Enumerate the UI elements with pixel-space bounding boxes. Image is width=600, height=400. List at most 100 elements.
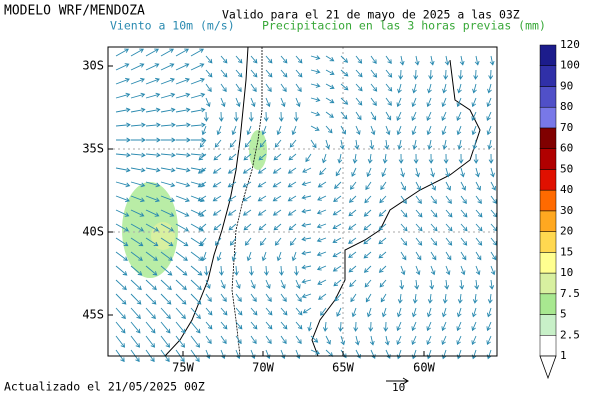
wind-arrow	[205, 69, 213, 78]
wind-arrow	[301, 222, 312, 228]
wind-arrow	[458, 153, 464, 164]
wind-arrow	[443, 153, 449, 164]
wind-arrow	[426, 335, 432, 346]
wind-arrow	[472, 139, 478, 150]
wind-arrow	[131, 137, 146, 143]
wind-arrow	[364, 195, 372, 204]
wind-arrow	[115, 122, 131, 128]
wind-arrow	[325, 139, 331, 150]
wind-arrow	[130, 209, 145, 217]
wind-arrow	[235, 83, 242, 93]
wind-arrow	[130, 265, 143, 276]
wind-arrow	[471, 321, 477, 332]
wind-arrow	[355, 125, 361, 136]
wind-arrow	[475, 251, 482, 261]
wind-arrow	[415, 237, 423, 246]
wind-arrow	[265, 55, 273, 64]
wind-arrow	[190, 307, 201, 320]
wind-arrow	[471, 335, 477, 346]
wind-arrow	[325, 55, 335, 62]
wind-arrow	[242, 209, 252, 216]
wind-arrow	[325, 335, 331, 345]
wind-arrow	[365, 181, 372, 191]
wind-arrow	[332, 251, 342, 258]
wind-arrow	[145, 63, 160, 71]
wind-arrow	[205, 293, 212, 303]
wind-arrow	[378, 209, 387, 217]
wind-arrow	[363, 265, 372, 273]
wind-arrow	[145, 335, 156, 348]
title: MODELO WRF/MENDOZA	[4, 4, 145, 19]
colorbar-label: 100	[560, 59, 580, 72]
wind-arrow	[460, 195, 467, 204]
wind-arrow	[212, 181, 222, 188]
wind-arrow	[456, 321, 462, 332]
wind-arrow	[490, 181, 496, 191]
wind-arrow	[415, 167, 420, 178]
wind-arrow	[295, 55, 303, 64]
wind-arrow	[175, 237, 189, 247]
wind-arrow	[379, 279, 387, 288]
wind-arrow	[349, 279, 357, 288]
colorbar-segment	[539, 106, 557, 129]
wind-arrow	[397, 293, 403, 304]
wind-arrow	[213, 223, 222, 231]
wind-arrow	[272, 209, 282, 216]
wind-arrow	[160, 293, 172, 305]
wind-arrow	[295, 69, 303, 78]
wind-arrow	[288, 153, 297, 161]
wind-arrow	[427, 83, 432, 94]
wind-arrow	[220, 97, 226, 108]
wind-arrow	[301, 181, 312, 187]
wind-arrow	[261, 251, 267, 262]
wind-arrow	[396, 97, 402, 108]
wind-arrow	[456, 335, 462, 346]
wind-arrow	[291, 125, 297, 136]
wind-arrow	[216, 251, 222, 262]
wind-arrow	[145, 321, 156, 334]
wind-arrow	[430, 265, 436, 276]
wind-arrow	[459, 55, 465, 66]
wind-arrow	[280, 69, 288, 78]
wind-arrow	[161, 137, 176, 143]
wind-arrow	[320, 307, 327, 316]
wind-arrow	[250, 97, 256, 108]
wind-arrow	[336, 307, 342, 317]
wind-arrow	[415, 265, 421, 276]
wind-arrow	[205, 335, 212, 345]
wind-arrow	[190, 321, 201, 334]
wind-arrow	[370, 83, 378, 92]
wind-arrow	[265, 69, 273, 78]
wind-arrow	[472, 293, 478, 304]
wind-arrow	[289, 237, 297, 246]
wind-arrow	[460, 181, 466, 191]
wind-arrow	[413, 69, 419, 80]
wind-arrow	[235, 293, 242, 303]
wind-arrow	[115, 195, 130, 203]
wind-arrow	[302, 167, 312, 173]
wind-arrow	[115, 307, 126, 320]
wind-arrow	[340, 125, 346, 135]
wind-arrow	[486, 335, 492, 346]
wind-arrow	[280, 307, 288, 316]
colorbar-segment	[539, 293, 557, 315]
wind-arrow	[441, 97, 447, 108]
wind-arrow	[175, 279, 187, 291]
wind-arrow	[160, 209, 175, 217]
colorbar-label: 30	[560, 204, 573, 217]
wind-arrow	[235, 307, 243, 316]
wind-arrow	[201, 251, 207, 262]
wind-arrow	[220, 69, 228, 78]
wind-arrow	[160, 237, 174, 247]
wind-arrow	[366, 167, 372, 178]
wind-arrow	[348, 209, 357, 217]
wind-field	[115, 48, 498, 363]
wind-arrow	[348, 237, 357, 244]
wind-arrow	[160, 195, 175, 203]
wind-arrow	[325, 125, 333, 134]
wind-arrow	[205, 97, 211, 108]
wind-arrow	[295, 83, 302, 93]
wind-arrow	[130, 48, 144, 57]
wind-arrow	[205, 321, 213, 330]
wind-arrow	[243, 153, 252, 161]
